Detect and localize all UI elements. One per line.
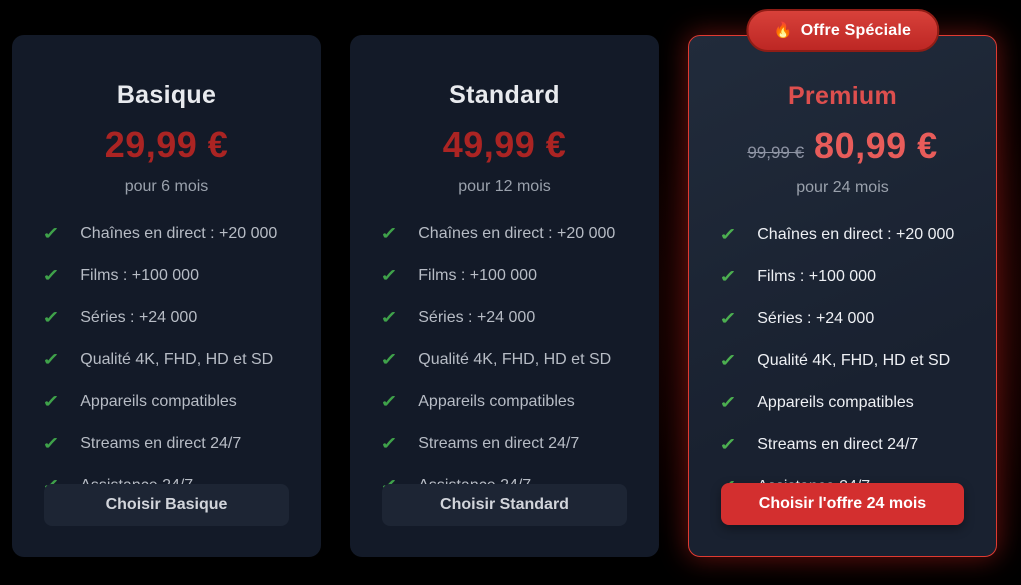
feature-item: ✓ Films : +100 000 bbox=[42, 266, 289, 286]
check-icon: ✓ bbox=[42, 266, 61, 285]
feature-item: ✓ Films : +100 000 bbox=[380, 266, 627, 286]
check-icon: ✓ bbox=[42, 308, 61, 327]
feature-label: Appareils compatibles bbox=[80, 393, 237, 410]
feature-label: Chaînes en direct : +20 000 bbox=[757, 226, 955, 243]
check-icon: ✓ bbox=[719, 393, 738, 412]
feature-label: Films : +100 000 bbox=[757, 268, 876, 285]
check-icon: ✓ bbox=[719, 435, 738, 454]
feature-item: ✓ Appareils compatibles bbox=[719, 393, 964, 413]
check-icon: ✓ bbox=[42, 392, 61, 411]
feature-list: ✓ Chaînes en direct : +20 000 ✓ Films : +1… bbox=[719, 225, 964, 497]
check-icon: ✓ bbox=[42, 350, 61, 369]
feature-label: Séries : +24 000 bbox=[418, 309, 536, 326]
check-icon: ✓ bbox=[42, 434, 61, 453]
plan-title: Premium bbox=[787, 82, 898, 110]
feature-label: Qualité 4K, FHD, HD et SD bbox=[80, 351, 274, 368]
check-icon: ✓ bbox=[380, 392, 399, 411]
feature-item: ✓ Chaînes en direct : +20 000 bbox=[42, 224, 289, 244]
feature-label: Streams en direct 24/7 bbox=[757, 436, 919, 453]
special-offer-label: Offre Spéciale bbox=[800, 22, 912, 39]
check-icon: ✓ bbox=[719, 309, 738, 328]
feature-label: Films : +100 000 bbox=[418, 267, 537, 284]
feature-item: ✓ Appareils compatibles bbox=[42, 392, 289, 412]
feature-label: Chaînes en direct : +20 000 bbox=[418, 225, 616, 242]
check-icon: ✓ bbox=[719, 267, 738, 286]
feature-label: Streams en direct 24/7 bbox=[80, 435, 242, 452]
feature-item: ✓ Qualité 4K, FHD, HD et SD bbox=[380, 350, 627, 370]
plan-price: 49,99 € bbox=[442, 124, 567, 165]
check-icon: ✓ bbox=[380, 350, 399, 369]
plan-duration: pour 12 mois bbox=[458, 178, 551, 195]
feature-label: Séries : +24 000 bbox=[757, 310, 875, 327]
check-icon: ✓ bbox=[380, 266, 399, 285]
plan-price: 29,99 € bbox=[104, 124, 229, 165]
feature-item: ✓ Qualité 4K, FHD, HD et SD bbox=[42, 350, 289, 370]
feature-label: Streams en direct 24/7 bbox=[418, 435, 580, 452]
feature-list: ✓ Chaînes en direct : +20 000 ✓ Films : +1… bbox=[380, 224, 627, 496]
feature-item: ✓ Séries : +24 000 bbox=[380, 308, 627, 328]
check-icon: ✓ bbox=[42, 224, 61, 243]
feature-list: ✓ Chaînes en direct : +20 000 ✓ Films : +1… bbox=[42, 224, 289, 496]
feature-item: ✓ Appareils compatibles bbox=[380, 392, 627, 412]
check-icon: ✓ bbox=[380, 308, 399, 327]
feature-label: Qualité 4K, FHD, HD et SD bbox=[757, 352, 951, 369]
feature-label: Appareils compatibles bbox=[757, 394, 914, 411]
check-icon: ✓ bbox=[719, 225, 738, 244]
feature-item: ✓ Séries : +24 000 bbox=[719, 309, 964, 329]
special-offer-badge: 🔥 Offre Spéciale bbox=[745, 9, 940, 52]
feature-label: Séries : +24 000 bbox=[80, 309, 198, 326]
plan-title: Basique bbox=[116, 81, 217, 109]
pricing-card-standard: Standard 49,99 € pour 12 mois ✓ Chaînes e… bbox=[350, 35, 659, 557]
feature-item: ✓ Streams en direct 24/7 bbox=[380, 434, 627, 454]
choose-basique-button[interactable]: Choisir Basique bbox=[44, 484, 289, 526]
feature-item: ✓ Chaînes en direct : +20 000 bbox=[719, 225, 964, 245]
old-price: 99,99 € bbox=[747, 143, 805, 162]
feature-label: Films : +100 000 bbox=[80, 267, 199, 284]
pricing-card-premium: 🔥 Offre Spéciale Premium 99,99 € 80,99 € … bbox=[688, 9, 997, 557]
feature-item: ✓ Films : +100 000 bbox=[719, 267, 964, 287]
feature-label: Appareils compatibles bbox=[418, 393, 575, 410]
fire-icon: 🔥 bbox=[773, 22, 793, 39]
feature-item: ✓ Chaînes en direct : +20 000 bbox=[380, 224, 627, 244]
pricing-card-basique: Basique 29,99 € pour 6 mois ✓ Chaînes en … bbox=[12, 35, 321, 557]
feature-item: ✓ Séries : +24 000 bbox=[42, 308, 289, 328]
plan-duration: pour 24 mois bbox=[796, 179, 889, 196]
check-icon: ✓ bbox=[380, 224, 399, 243]
plan-duration: pour 6 mois bbox=[124, 178, 209, 195]
check-icon: ✓ bbox=[719, 351, 738, 370]
feature-label: Chaînes en direct : +20 000 bbox=[80, 225, 278, 242]
feature-label: Qualité 4K, FHD, HD et SD bbox=[418, 351, 612, 368]
plan-price: 80,99 € bbox=[814, 125, 938, 166]
choose-standard-button[interactable]: Choisir Standard bbox=[382, 484, 627, 526]
feature-item: ✓ Streams en direct 24/7 bbox=[42, 434, 289, 454]
feature-item: ✓ Qualité 4K, FHD, HD et SD bbox=[719, 351, 964, 371]
choose-premium-button[interactable]: Choisir l'offre 24 mois bbox=[721, 483, 964, 525]
plan-title: Standard bbox=[449, 81, 560, 109]
feature-item: ✓ Streams en direct 24/7 bbox=[719, 435, 964, 455]
check-icon: ✓ bbox=[380, 434, 399, 453]
